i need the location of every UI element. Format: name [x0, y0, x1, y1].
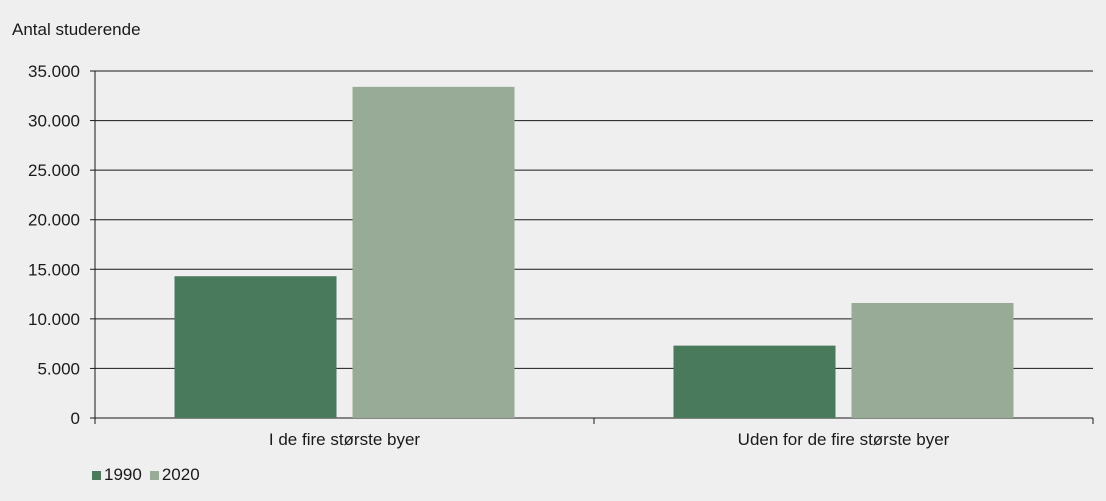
- y-tick-label: 25.000: [28, 161, 80, 180]
- y-tick-label: 0: [71, 409, 80, 428]
- y-tick-label: 15.000: [28, 260, 80, 279]
- legend-label-1990: 1990: [104, 465, 142, 484]
- x-category-label: I de fire største byer: [269, 430, 420, 449]
- bar-1990-2: [673, 345, 836, 418]
- y-tick-label: 30.000: [28, 112, 80, 131]
- legend-item-2020: 2020: [149, 465, 200, 485]
- legend-swatch-2020: [149, 470, 159, 480]
- legend-swatch-1990: [92, 470, 101, 480]
- bar-2020-2: [851, 302, 1014, 418]
- bar-1990-1: [174, 276, 337, 418]
- x-category-label: Uden for de fire største byer: [738, 430, 950, 449]
- y-tick-label: 5.000: [37, 359, 80, 378]
- y-tick-label: 10.000: [28, 310, 80, 329]
- legend-label-2020: 2020: [161, 465, 200, 484]
- bar-2020-1: [352, 86, 515, 418]
- legend-item-1990: 1990: [92, 465, 142, 485]
- y-tick-label: 35.000: [28, 62, 80, 81]
- legend: 1990 2020: [92, 465, 208, 485]
- y-tick-label: 20.000: [28, 211, 80, 230]
- y-axis-title: Antal studerende: [12, 20, 141, 39]
